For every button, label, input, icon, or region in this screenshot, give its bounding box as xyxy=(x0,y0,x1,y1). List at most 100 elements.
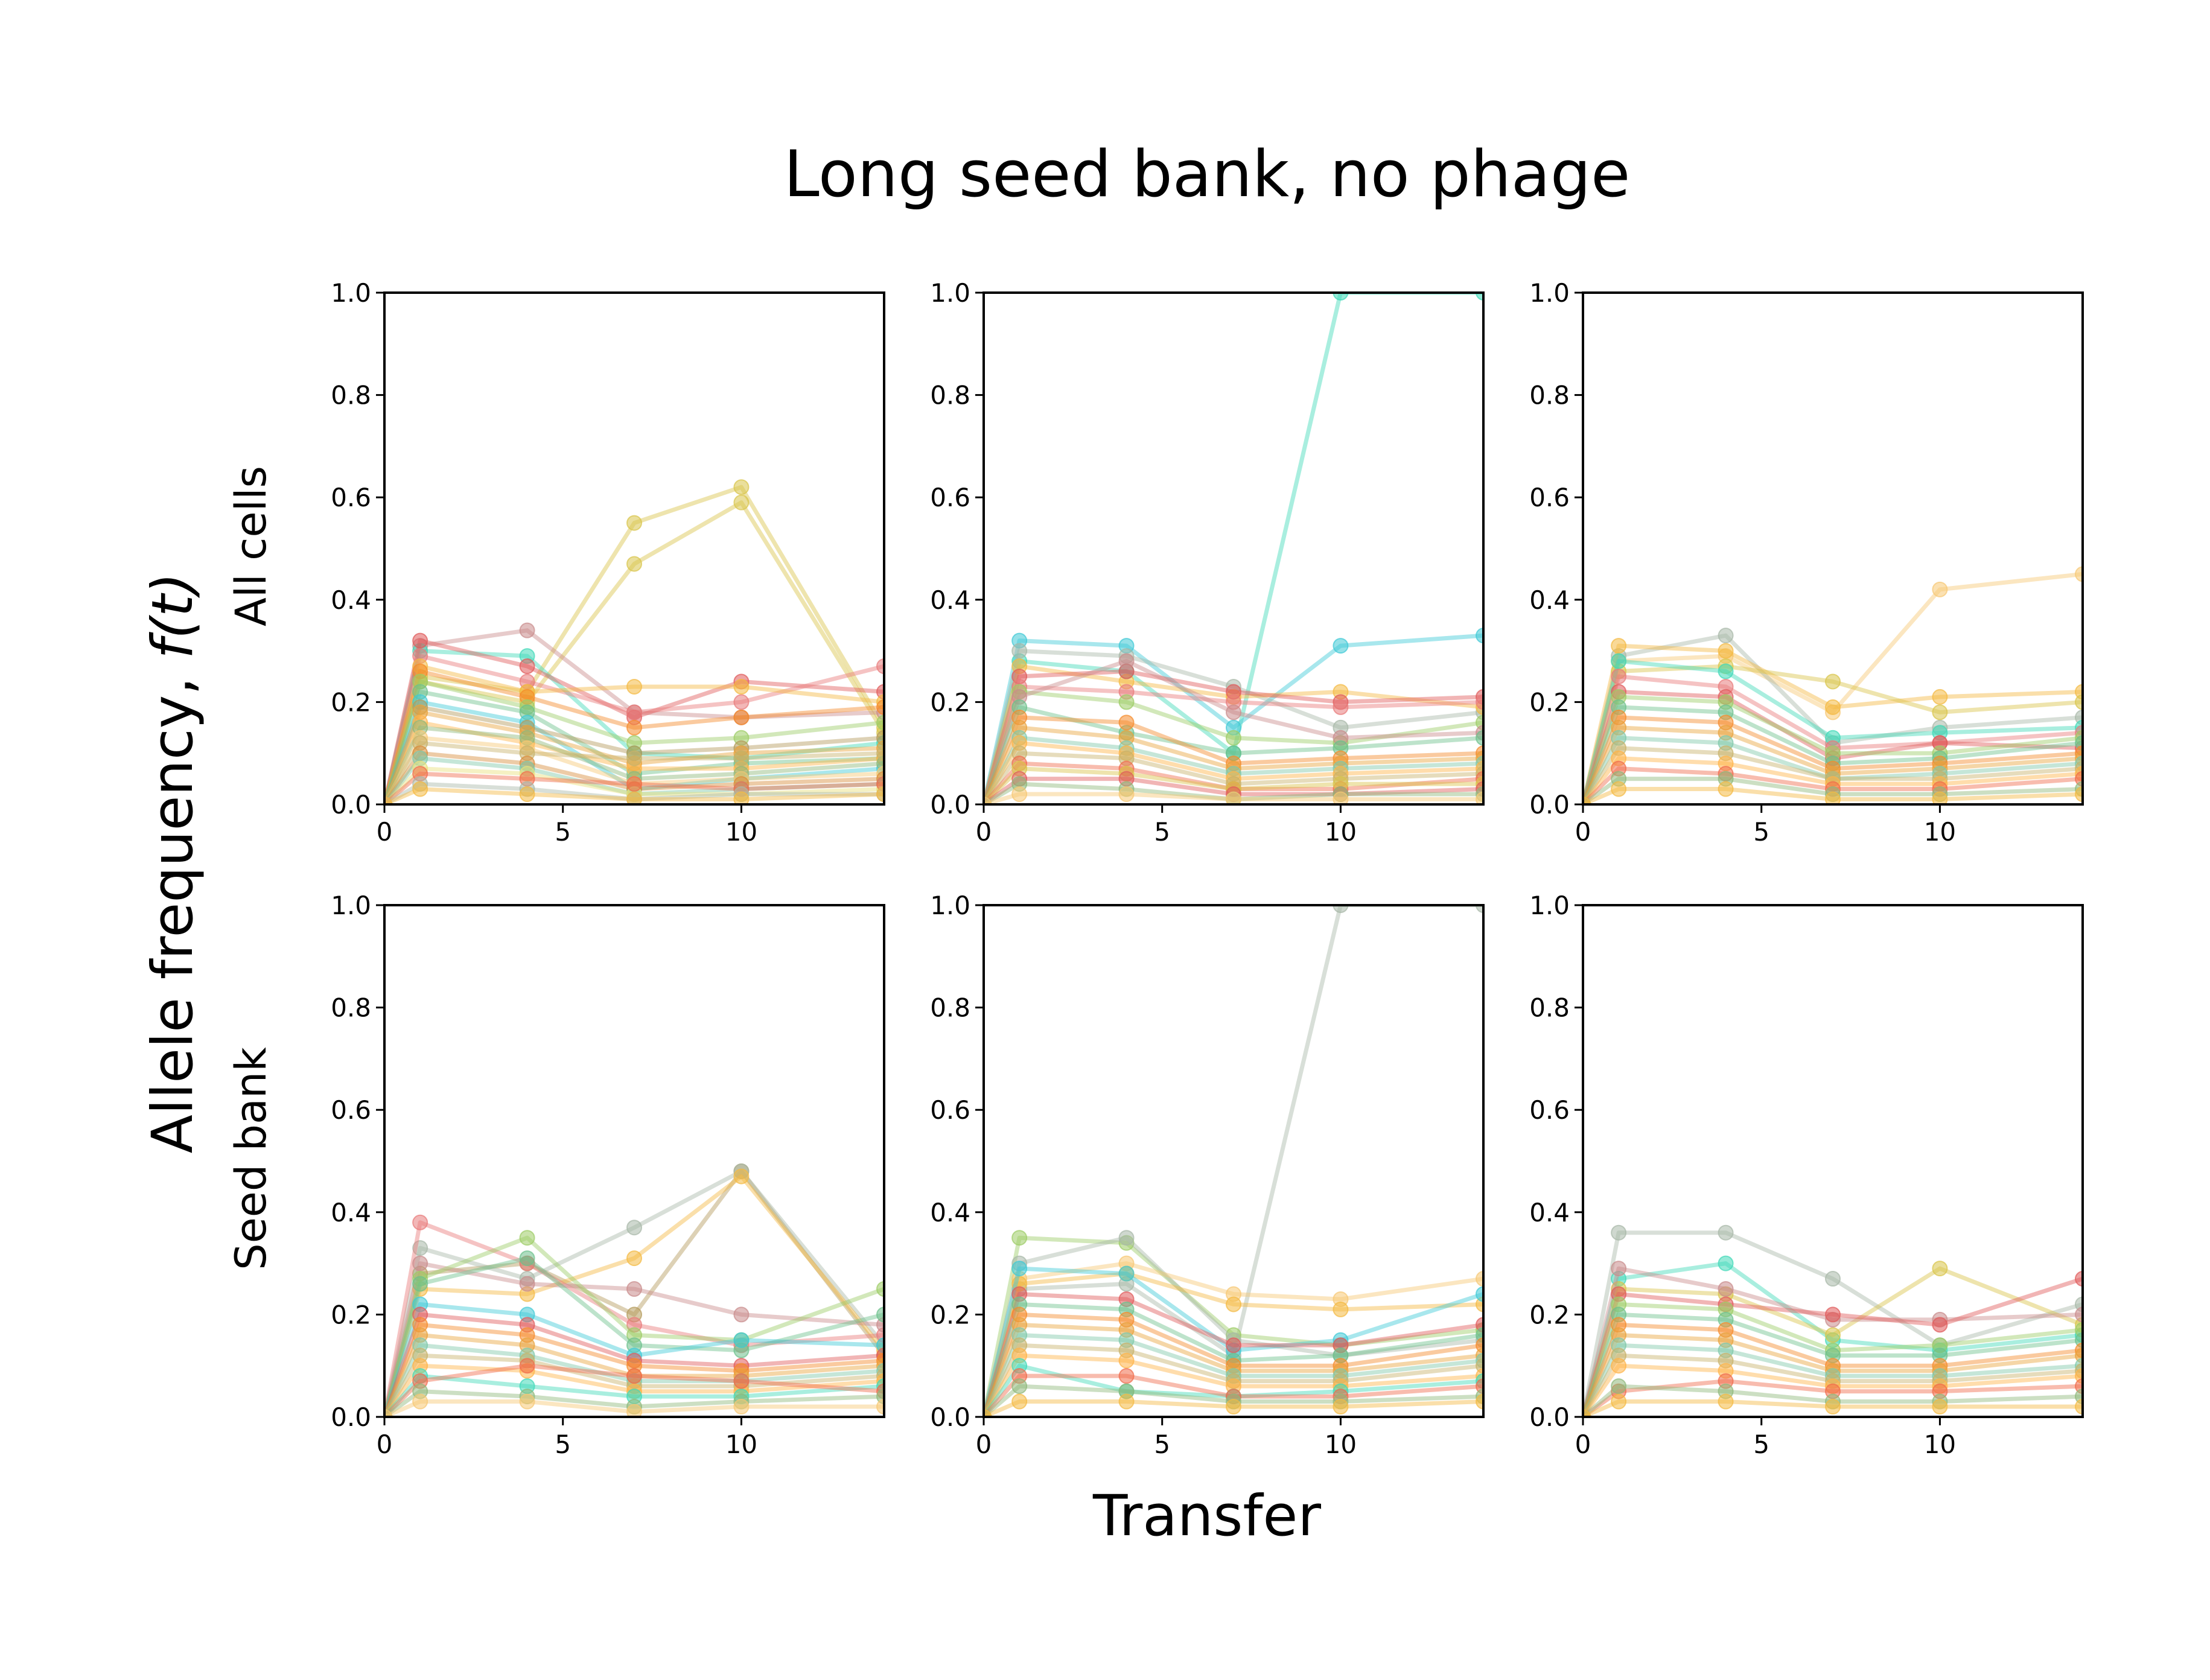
data-point xyxy=(1333,905,1349,913)
data-point xyxy=(733,1399,750,1415)
data-point xyxy=(876,1306,884,1323)
data-point xyxy=(1333,638,1349,654)
data-point xyxy=(1718,781,1734,797)
data-point xyxy=(1476,1286,1483,1302)
data-point xyxy=(1611,1358,1627,1374)
y-tick-label: 0.4 xyxy=(1529,585,1570,615)
row-label-seed-bank: Seed bank xyxy=(226,1047,276,1270)
y-tick-label: 0.6 xyxy=(331,483,371,512)
data-point xyxy=(1333,1399,1349,1415)
data-point xyxy=(1226,1296,1241,1312)
x-tick-label: 0 xyxy=(1575,817,1591,847)
x-tick-label: 0 xyxy=(377,817,393,847)
data-point xyxy=(1118,653,1135,669)
data-point xyxy=(1583,797,1591,804)
data-point xyxy=(876,714,884,731)
axes-frame xyxy=(982,291,1485,806)
data-point xyxy=(412,1393,428,1410)
y-tick-label: 0.2 xyxy=(930,1300,970,1329)
data-point xyxy=(1011,1378,1028,1395)
data-point xyxy=(733,791,750,804)
data-point xyxy=(412,781,428,797)
data-point xyxy=(733,709,750,725)
data-point xyxy=(626,678,642,695)
data-point xyxy=(2075,1399,2083,1415)
y-tick-label: 1.0 xyxy=(930,891,970,920)
y-tick-label: 0.2 xyxy=(331,687,371,717)
x-tick-label: 5 xyxy=(1753,1430,1769,1459)
y-tick-label: 0.6 xyxy=(930,1095,970,1125)
data-point xyxy=(984,797,992,804)
data-point xyxy=(876,658,884,675)
data-point xyxy=(1226,1337,1241,1354)
data-point xyxy=(1825,673,1841,690)
plot-area xyxy=(1583,1224,2083,1417)
data-point xyxy=(1718,1281,1734,1297)
data-point xyxy=(1476,293,1483,301)
data-point xyxy=(1825,1271,1841,1287)
y-tick-label: 0.6 xyxy=(1529,483,1570,512)
series-line xyxy=(1583,1384,2083,1417)
data-point xyxy=(1932,1261,1948,1277)
panel-row1-col2: 0.0 0.2 0.4 0.6 0.8 1.0 0 5 10 xyxy=(930,278,1485,847)
data-point xyxy=(733,694,750,710)
data-point xyxy=(1226,704,1241,721)
data-point xyxy=(1333,293,1349,301)
y-tick-label: 0.0 xyxy=(930,1402,970,1432)
axes-frame xyxy=(982,904,1485,1418)
x-tick-label: 5 xyxy=(555,817,571,847)
y-tick-label: 0.6 xyxy=(1529,1095,1570,1125)
data-point xyxy=(1583,1409,1591,1417)
data-point xyxy=(519,658,535,675)
data-point xyxy=(876,786,884,803)
data-point xyxy=(733,479,750,495)
y-tick-label: 0.4 xyxy=(1529,1198,1570,1227)
y-tick-label: 1.0 xyxy=(930,278,970,308)
x-tick-label: 10 xyxy=(725,817,757,847)
y-tick-label: 0.8 xyxy=(930,381,970,410)
data-point xyxy=(1718,628,1734,644)
data-point xyxy=(733,678,750,695)
y-tick-label: 0.8 xyxy=(1529,381,1570,410)
data-point xyxy=(876,699,884,715)
y-tick-label: 0.4 xyxy=(331,585,371,615)
x-tick-label: 5 xyxy=(1753,817,1769,847)
series-line xyxy=(1583,571,2083,804)
y-tick-label: 0.4 xyxy=(930,1198,970,1227)
data-point xyxy=(626,1220,642,1236)
data-point xyxy=(1011,786,1028,803)
data-point xyxy=(1118,1265,1135,1282)
data-point xyxy=(412,1276,428,1292)
data-point xyxy=(1011,643,1028,659)
axes-frame xyxy=(1582,904,2084,1418)
data-point xyxy=(626,1250,642,1267)
axes-frame xyxy=(383,904,885,1418)
y-axis-label: Allele frequency, f(t) xyxy=(140,573,206,1154)
data-point xyxy=(626,791,642,804)
data-point xyxy=(1118,1368,1135,1384)
data-point xyxy=(1932,791,1948,804)
data-point xyxy=(1611,1224,1627,1241)
data-point xyxy=(1011,1393,1028,1410)
data-point xyxy=(1476,1271,1483,1287)
data-point xyxy=(1932,689,1948,705)
data-point xyxy=(1932,1399,1948,1415)
data-point xyxy=(1011,1261,1028,1277)
data-point xyxy=(1718,1393,1734,1410)
x-axis-label: Transfer xyxy=(1092,1483,1321,1549)
data-point xyxy=(1226,791,1241,804)
data-point xyxy=(1476,628,1483,644)
data-point xyxy=(733,1168,750,1185)
data-point xyxy=(1825,699,1841,715)
y-tick-label: 0.8 xyxy=(930,993,970,1023)
x-tick-label: 10 xyxy=(1325,817,1357,847)
y-tick-label: 1.0 xyxy=(331,278,371,308)
data-point xyxy=(1226,1399,1241,1415)
data-point xyxy=(733,750,750,766)
y-tick-label: 0.2 xyxy=(1529,687,1570,717)
y-axis-label-math: f(t) xyxy=(140,573,206,659)
y-tick-label: 0.6 xyxy=(930,483,970,512)
data-point xyxy=(733,494,750,511)
x-tick-label: 0 xyxy=(377,1430,393,1459)
data-point xyxy=(1118,714,1135,731)
